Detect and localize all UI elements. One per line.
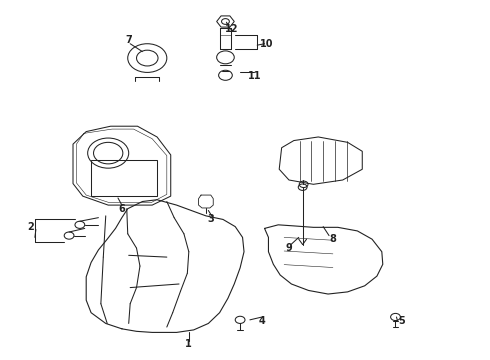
Text: 3: 3 — [207, 215, 214, 224]
Text: 10: 10 — [260, 39, 274, 49]
Text: 2: 2 — [27, 222, 34, 231]
Bar — [91, 160, 157, 196]
Text: 9: 9 — [286, 243, 293, 253]
Text: 4: 4 — [259, 316, 266, 325]
Text: 12: 12 — [224, 24, 238, 35]
Text: 8: 8 — [329, 234, 337, 244]
Text: 6: 6 — [119, 204, 125, 214]
Text: 11: 11 — [248, 71, 262, 81]
Text: 5: 5 — [398, 316, 405, 325]
Text: 7: 7 — [125, 35, 132, 45]
Text: 1: 1 — [185, 339, 192, 349]
